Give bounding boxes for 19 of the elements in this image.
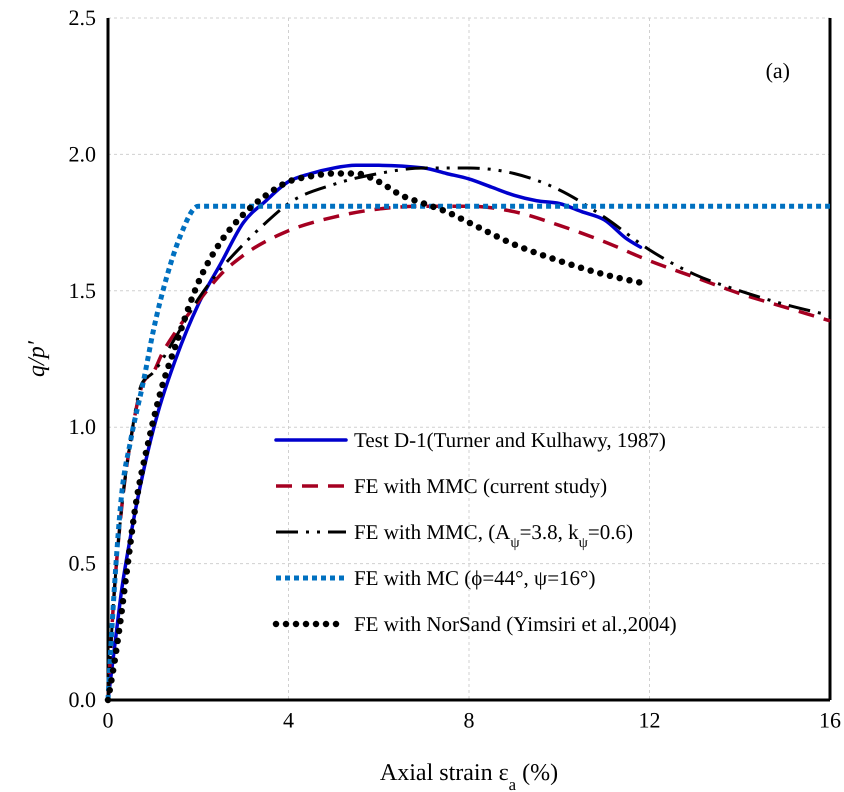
y-tick-label: 2.0 [68, 141, 96, 166]
y-tick-label: 0.5 [68, 550, 96, 576]
legend-label: FE with NorSand (Yimsiri et al.,2004) [354, 612, 677, 636]
y-axis-title: q/p′ [24, 340, 50, 377]
y-tick-label: 1.0 [68, 414, 96, 440]
x-tick-label: 16 [819, 708, 841, 733]
legend-label: FE with MMC (current study) [354, 474, 608, 498]
x-tick-label: 4 [283, 708, 294, 733]
x-tick-label: 0 [102, 708, 114, 733]
annotation: (a) [766, 58, 790, 83]
x-tick-label: 8 [464, 708, 474, 733]
x-axis-title: Axial strain ε$_{a}$ (%) [380, 760, 558, 792]
y-tick-label: 2.5 [68, 5, 96, 30]
y-tick-label: 1.5 [68, 278, 96, 303]
y-tick-label: 0.0 [68, 687, 96, 712]
legend-label: FE with MC (ϕ=44°, ψ=16°) [354, 566, 596, 590]
legend-label: Test D-1(Turner and Kulhawy, 1987) [354, 428, 666, 452]
x-tick-label: 12 [638, 708, 660, 733]
legend-label: FE with MMC, (A$_{ψ}$=3.8, k$_{ψ}$=0.6) [354, 520, 633, 551]
